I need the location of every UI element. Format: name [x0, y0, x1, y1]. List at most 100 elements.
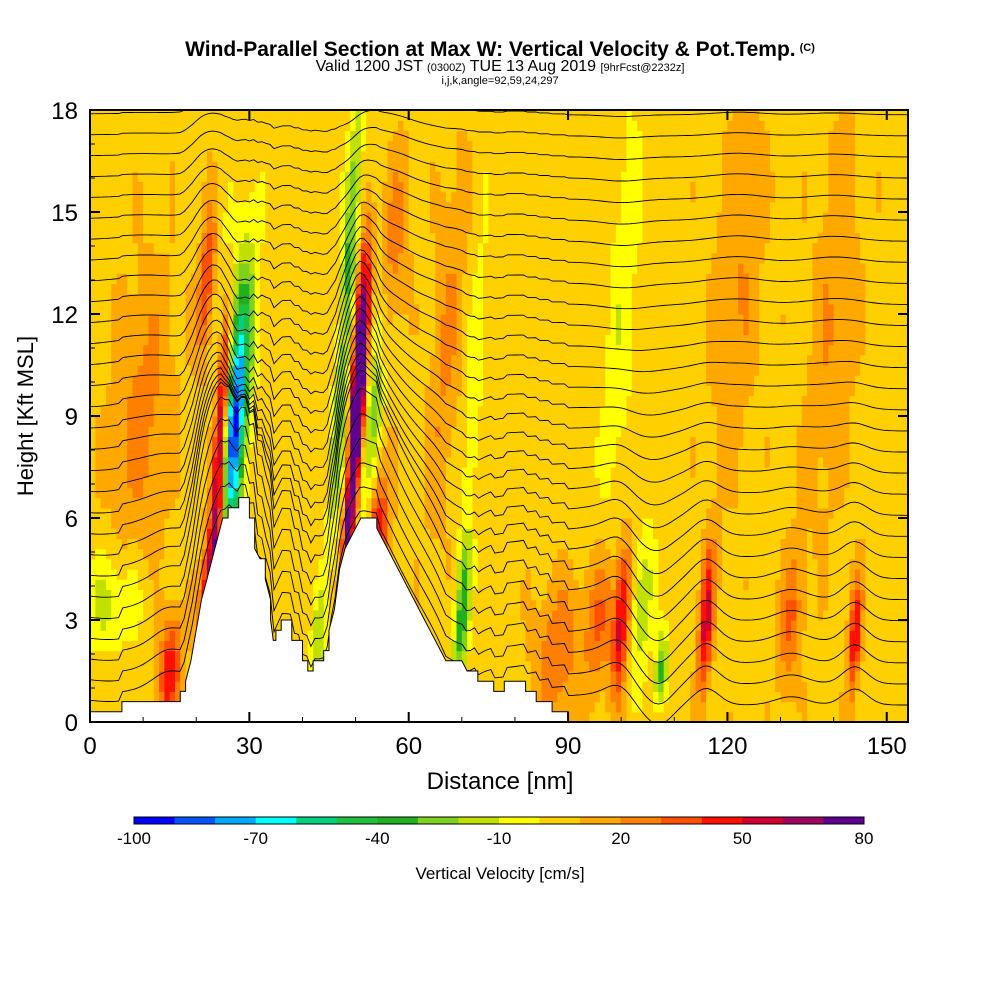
field-cell — [429, 507, 436, 519]
field-cell — [509, 252, 516, 264]
field-cell — [286, 283, 293, 295]
field-cell — [174, 579, 181, 590]
field-cell — [323, 303, 330, 315]
field-cell — [318, 620, 325, 631]
field-cell — [488, 161, 495, 172]
field-cell — [111, 130, 118, 142]
field-cell — [249, 110, 256, 121]
field-cell — [520, 395, 527, 407]
field-cell — [159, 252, 165, 264]
field-cell — [180, 354, 187, 366]
field-cell — [477, 660, 484, 672]
field-cell — [504, 365, 511, 376]
field-cell — [472, 518, 479, 529]
field-cell — [281, 599, 288, 611]
field-cell — [137, 375, 144, 386]
field-cell — [334, 314, 341, 325]
field-cell — [318, 507, 325, 519]
field-cell — [233, 283, 240, 295]
field-cell — [291, 589, 298, 601]
field-cell — [116, 385, 123, 397]
field-cell — [249, 456, 256, 468]
field-cell — [302, 140, 309, 152]
field-cell — [159, 620, 165, 631]
field-cell — [105, 477, 112, 488]
field-cell — [222, 273, 229, 284]
field-cell — [291, 518, 298, 529]
field-cell — [424, 365, 431, 376]
field-cell — [238, 181, 245, 193]
field-cell — [291, 344, 298, 356]
field-cell — [196, 303, 203, 315]
field-cell — [477, 303, 484, 315]
field-cell — [366, 161, 373, 172]
field-cell — [212, 181, 219, 193]
field-cell — [105, 548, 112, 560]
field-cell — [169, 201, 176, 213]
field-cell — [297, 487, 304, 499]
field-cell — [504, 507, 511, 519]
field-cell — [408, 181, 415, 193]
field-cell — [376, 181, 383, 193]
field-cell — [111, 293, 118, 305]
field-cell — [483, 650, 489, 662]
field-cell — [371, 110, 378, 121]
field-cell — [382, 252, 389, 264]
field-cell — [275, 303, 282, 315]
field-cell — [467, 140, 474, 152]
field-cell — [318, 609, 325, 621]
field-cell — [334, 548, 341, 560]
field-cell — [164, 579, 171, 590]
field-cell — [445, 293, 452, 305]
field-cell — [307, 344, 314, 356]
field-cell — [376, 212, 383, 223]
field-cell — [313, 140, 319, 152]
field-cell — [159, 650, 165, 662]
field-cell — [424, 293, 431, 305]
field-cell — [483, 538, 489, 550]
field-cell — [212, 150, 219, 162]
field-cell — [206, 314, 213, 325]
field-cell — [307, 589, 314, 601]
field-cell — [398, 201, 404, 213]
field-cell — [445, 579, 452, 590]
field-cell — [222, 344, 229, 356]
field-cell — [270, 181, 277, 193]
field-cell — [233, 446, 240, 458]
field-cell — [180, 375, 187, 386]
field-cell — [90, 375, 96, 386]
field-cell — [169, 130, 176, 142]
field-cell — [307, 385, 314, 397]
field-cell — [456, 130, 463, 142]
field-cell — [499, 507, 505, 519]
field-cell — [137, 518, 144, 529]
field-cell — [132, 171, 139, 182]
field-cell — [275, 232, 282, 244]
field-cell — [493, 222, 500, 233]
field-cell — [291, 477, 298, 488]
field-cell — [329, 518, 335, 529]
field-cell — [371, 365, 378, 376]
field-cell — [355, 324, 362, 335]
field-cell — [435, 599, 442, 611]
field-cell — [238, 365, 245, 376]
field-cell — [307, 497, 314, 509]
field-cell — [169, 579, 176, 590]
field-cell — [355, 283, 362, 295]
field-cell — [520, 161, 527, 172]
field-cell — [488, 528, 495, 539]
field-cell — [244, 130, 250, 142]
field-cell — [143, 538, 150, 550]
field-cell — [148, 477, 155, 488]
field-cell — [169, 660, 176, 672]
field-cell — [127, 416, 134, 427]
field-cell — [440, 589, 447, 601]
field-cell — [249, 232, 256, 244]
field-cell — [228, 171, 235, 182]
field-cell — [196, 314, 203, 325]
field-cell — [483, 171, 489, 182]
field-cell — [174, 365, 181, 376]
field-cell — [477, 416, 484, 427]
field-cell — [137, 222, 144, 233]
field-cell — [196, 599, 203, 611]
